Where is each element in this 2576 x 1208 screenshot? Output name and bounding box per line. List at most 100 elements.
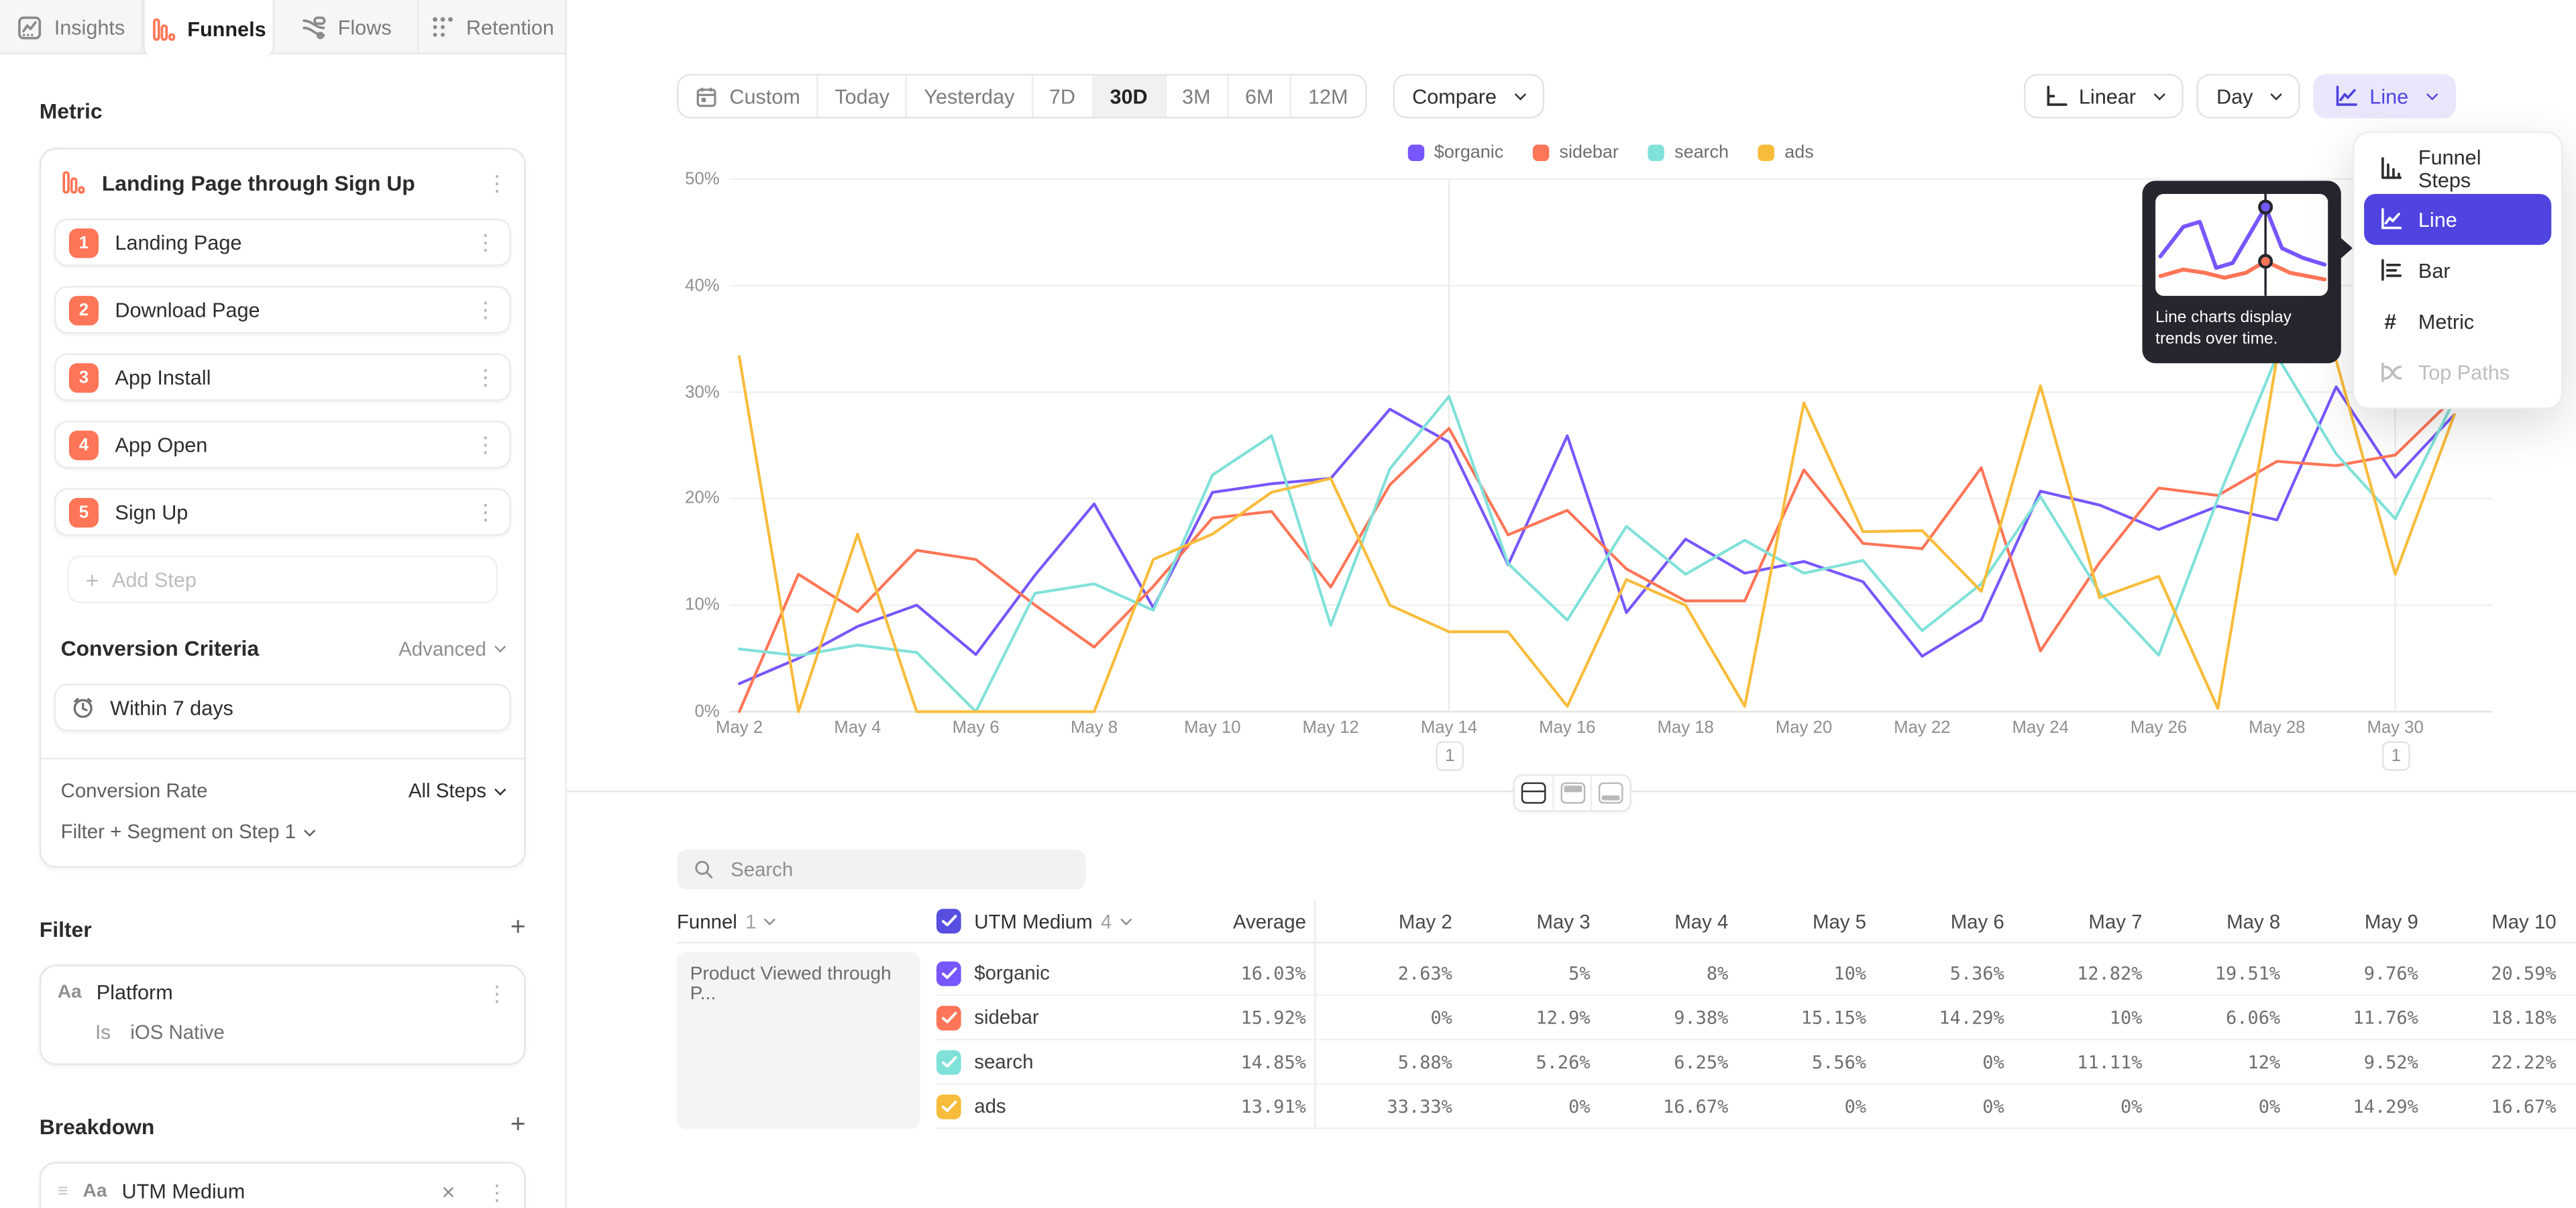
conversion-window[interactable]: Within 7 days bbox=[54, 684, 511, 732]
select-all-checkbox[interactable] bbox=[936, 909, 961, 934]
table-cell: 0% bbox=[2004, 1095, 2143, 1117]
table-cell: 0% bbox=[1728, 1095, 1866, 1117]
table-cell: 5.36% bbox=[1866, 962, 2004, 984]
scale-dropdown[interactable]: Linear bbox=[2025, 74, 2184, 118]
table-date-header[interactable]: May 2 bbox=[1314, 910, 1452, 933]
tab-flows[interactable]: Flows bbox=[274, 0, 419, 54]
table-date-header[interactable]: May 9 bbox=[2280, 910, 2418, 933]
kebab-menu-icon[interactable]: ⋮ bbox=[486, 172, 508, 193]
average-column-header[interactable]: Average bbox=[1167, 910, 1306, 933]
funnel-step[interactable]: 3 App Install ⋮ bbox=[54, 354, 511, 401]
funnel-step[interactable]: 4 App Open ⋮ bbox=[54, 421, 511, 468]
legend-item[interactable]: $organic bbox=[1408, 143, 1504, 162]
row-checkbox[interactable] bbox=[936, 960, 961, 985]
table-search[interactable] bbox=[677, 850, 1086, 889]
granularity-dropdown[interactable]: Day bbox=[2197, 74, 2301, 118]
annotation-badge[interactable]: 1 bbox=[2382, 741, 2410, 770]
table-cell: 0% bbox=[1452, 1095, 1591, 1117]
close-icon[interactable]: × bbox=[441, 1178, 455, 1205]
table-date-header[interactable]: May 4 bbox=[1591, 910, 1729, 933]
kebab-menu-icon[interactable]: ⋮ bbox=[486, 1181, 508, 1203]
filter-card[interactable]: Aa Platform ⋮ Is iOS Native bbox=[40, 965, 526, 1065]
add-filter-button[interactable]: + bbox=[511, 914, 526, 944]
table-cell: 6.06% bbox=[2142, 1007, 2280, 1028]
step-number-badge: 1 bbox=[69, 228, 99, 257]
split-view-toggle[interactable] bbox=[1515, 776, 1552, 810]
add-step-button[interactable]: + Add Step bbox=[67, 556, 498, 603]
table-date-header[interactable]: May 5 bbox=[1728, 910, 1866, 933]
table-date-header[interactable]: May 8 bbox=[2142, 910, 2280, 933]
funnel-cell[interactable]: Product Viewed through P... bbox=[677, 952, 920, 1129]
range-30d[interactable]: 30D bbox=[1093, 76, 1166, 117]
legend-label: $organic bbox=[1434, 143, 1503, 162]
add-breakdown-button[interactable]: + bbox=[511, 1111, 526, 1141]
range-3m[interactable]: 3M bbox=[1166, 76, 1229, 117]
range-12m[interactable]: 12M bbox=[1292, 76, 1365, 117]
tab-funnels[interactable]: Funnels bbox=[143, 0, 274, 58]
drag-handle-icon[interactable]: ≡ bbox=[58, 1182, 68, 1201]
legend-item[interactable]: search bbox=[1648, 143, 1729, 162]
legend-item[interactable]: sidebar bbox=[1533, 143, 1619, 162]
funnel-step[interactable]: 1 Landing Page ⋮ bbox=[54, 219, 511, 266]
search-input[interactable] bbox=[727, 856, 1069, 883]
x-axis-tick: May 4 bbox=[818, 718, 898, 738]
breakdown-card[interactable]: ≡ Aa UTM Medium × ⋮ bbox=[40, 1162, 526, 1208]
range-label: Custom bbox=[729, 85, 800, 107]
table-cell: 10% bbox=[1728, 962, 1866, 984]
funnel-step[interactable]: 2 Download Page ⋮ bbox=[54, 286, 511, 334]
compare-button[interactable]: Compare bbox=[1393, 74, 1544, 118]
kebab-menu-icon[interactable]: ⋮ bbox=[475, 434, 496, 456]
legend-item[interactable]: ads bbox=[1758, 143, 1814, 162]
table-only-toggle[interactable] bbox=[1593, 776, 1630, 810]
table-row[interactable]: search 14.85% 5.88%5.26%6.25%5.56%0%11.1… bbox=[936, 1040, 2576, 1085]
menu-item-metric[interactable]: # Metric bbox=[2364, 296, 2551, 347]
table-cell: 19.51% bbox=[2142, 962, 2280, 984]
table-date-header[interactable]: May 7 bbox=[2004, 910, 2143, 933]
kebab-menu-icon[interactable]: ⋮ bbox=[475, 299, 496, 321]
row-checkbox[interactable] bbox=[936, 1094, 961, 1119]
menu-item-top-paths: Top Paths bbox=[2364, 347, 2551, 398]
filter-segment-toggle[interactable]: Filter + Segment on Step 1 bbox=[41, 805, 524, 866]
table-row[interactable]: $organic 16.03% 2.63%5%8%10%5.36%12.82%1… bbox=[936, 952, 2576, 996]
advanced-dropdown[interactable]: Advanced bbox=[398, 637, 504, 660]
row-checkbox[interactable] bbox=[936, 1005, 961, 1030]
menu-item-line[interactable]: Line bbox=[2364, 194, 2551, 245]
kebab-menu-icon[interactable]: ⋮ bbox=[475, 501, 496, 523]
funnel-name[interactable]: Landing Page through Sign Up bbox=[102, 170, 415, 195]
chart-only-toggle[interactable] bbox=[1552, 776, 1592, 810]
table-cell: 14.29% bbox=[2280, 1095, 2418, 1117]
range-6m[interactable]: 6M bbox=[1229, 76, 1292, 117]
funnel-column-header[interactable]: Funnel 1 bbox=[677, 910, 920, 933]
legend-swatch bbox=[1408, 145, 1424, 161]
table-cell: 14.29% bbox=[1866, 1007, 2004, 1028]
kebab-menu-icon[interactable]: ⋮ bbox=[486, 982, 508, 1003]
range-today[interactable]: Today bbox=[818, 76, 908, 117]
table-cell: 16.67% bbox=[2418, 1095, 2557, 1117]
tab-insights[interactable]: Insights bbox=[0, 0, 143, 54]
chart-type-dropdown[interactable]: Line bbox=[2314, 74, 2456, 118]
range-7d[interactable]: 7D bbox=[1032, 76, 1093, 117]
table-date-header[interactable]: May 3 bbox=[1452, 910, 1591, 933]
table-cell: 2.63% bbox=[1314, 962, 1452, 984]
table-date-header[interactable]: May 10 bbox=[2418, 910, 2557, 933]
table-row[interactable]: ads 13.91% 33.33%0%16.67%0%0%0%0%14.29%1… bbox=[936, 1085, 2576, 1129]
row-checkbox[interactable] bbox=[936, 1050, 961, 1074]
menu-item-funnel-steps[interactable]: Funnel Steps bbox=[2364, 143, 2551, 194]
breakdown-column-header[interactable]: UTM Medium 4 bbox=[936, 909, 1167, 934]
filter-operator[interactable]: Is bbox=[95, 1021, 111, 1044]
breakdown-table: Funnel 1 UTM Medium 4 Average May 2May 3… bbox=[677, 901, 2576, 1208]
all-steps-dropdown[interactable]: All Steps bbox=[409, 779, 504, 802]
tab-retention[interactable]: Retention bbox=[419, 0, 565, 54]
table-date-header[interactable]: May 6 bbox=[1866, 910, 2004, 933]
row-values: 0%12.9%9.38%15.15%14.29%10%6.06%11.76%18… bbox=[1306, 1007, 2576, 1028]
kebab-menu-icon[interactable]: ⋮ bbox=[475, 232, 496, 253]
range-yesterday[interactable]: Yesterday bbox=[908, 76, 1032, 117]
kebab-menu-icon[interactable]: ⋮ bbox=[475, 366, 496, 388]
menu-item-bar[interactable]: Bar bbox=[2364, 245, 2551, 296]
funnel-step[interactable]: 5 Sign Up ⋮ bbox=[54, 488, 511, 536]
annotation-badge[interactable]: 1 bbox=[1436, 741, 1464, 770]
filter-value[interactable]: iOS Native bbox=[130, 1021, 224, 1044]
chart-legend: $organic sidebar search ads bbox=[729, 143, 2492, 162]
range-custom[interactable]: Custom bbox=[678, 76, 818, 117]
table-row[interactable]: sidebar 15.92% 0%12.9%9.38%15.15%14.29%1… bbox=[936, 996, 2576, 1040]
